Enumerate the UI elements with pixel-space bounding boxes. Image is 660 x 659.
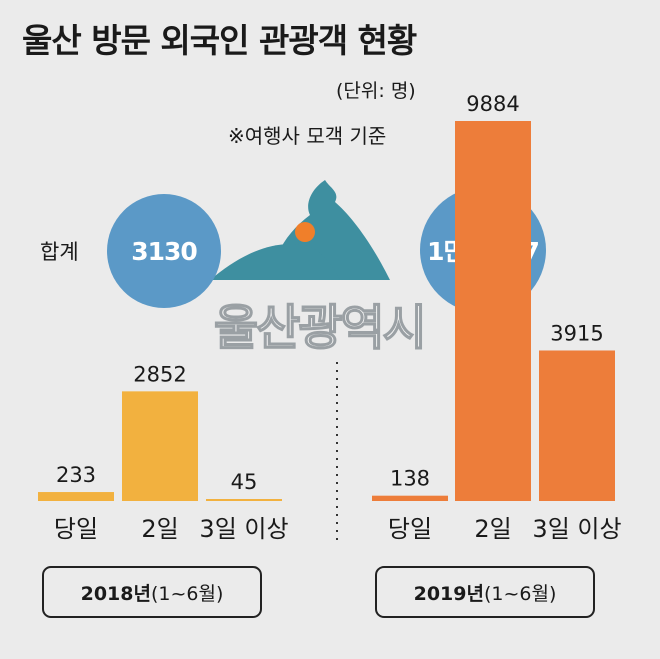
- period-box-2019: 2019년 (1~6월): [375, 566, 595, 618]
- category-label-2018-1: 2일: [141, 515, 178, 543]
- category-label-2018-2: 3일 이상: [199, 515, 288, 543]
- bar-2019-0: [372, 495, 448, 501]
- note-label: ※여행사 모객 기준: [228, 124, 387, 148]
- bar-2018-0: [38, 492, 114, 501]
- bar-2018-1: [122, 391, 198, 501]
- period-range-2018: (1~6월): [150, 582, 224, 605]
- total-bubble-2018: 3130: [107, 194, 221, 308]
- value-label-2018-0: 233: [56, 463, 96, 487]
- bar-2018-2: [206, 499, 282, 501]
- bar-2019-1: [455, 121, 531, 501]
- value-label-2019-0: 138: [390, 467, 430, 491]
- category-label-2019-2: 3일 이상: [532, 515, 621, 543]
- bar-2019-2: [539, 350, 615, 501]
- category-label-2019-1: 2일: [474, 515, 511, 543]
- period-box-2018: 2018년 (1~6월): [42, 566, 262, 618]
- period-range-2019: (1~6월): [483, 582, 557, 605]
- unit-label: (단위: 명): [336, 80, 416, 102]
- value-label-2019-1: 9884: [466, 92, 519, 116]
- category-label-2019-0: 당일: [388, 515, 432, 543]
- value-label-2019-2: 3915: [550, 321, 603, 345]
- logo-text: 울산광역시: [213, 299, 427, 357]
- ulsan-logo-emblem: [210, 180, 390, 280]
- chart-title: 울산 방문 외국인 관광객 현황: [22, 21, 417, 60]
- period-year-2018: 2018년: [80, 582, 151, 605]
- category-label-2018-0: 당일: [54, 515, 98, 543]
- period-year-2019: 2019년: [413, 582, 484, 605]
- value-label-2018-1: 2852: [133, 362, 186, 386]
- total-label: 합계: [40, 240, 79, 264]
- value-label-2018-2: 45: [231, 470, 258, 494]
